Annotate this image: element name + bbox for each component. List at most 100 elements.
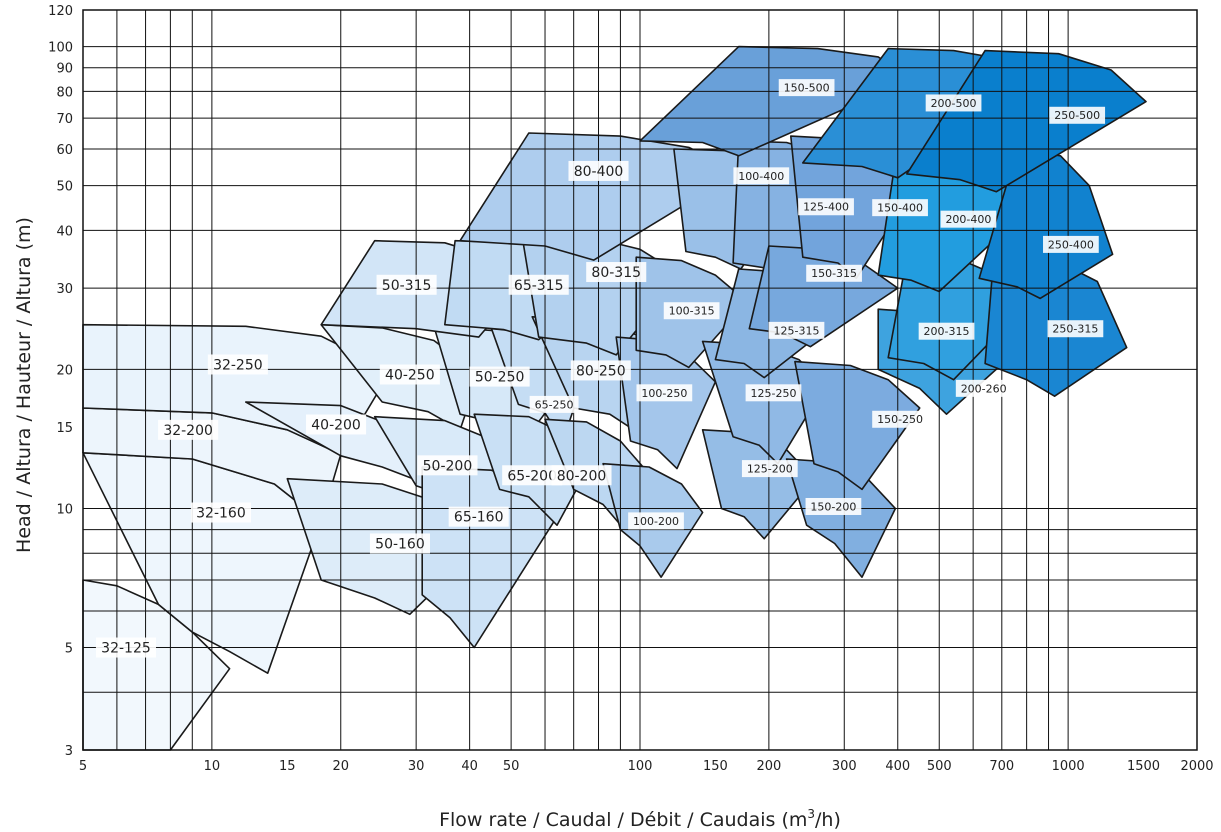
region-label-32-160: 32-160 xyxy=(196,506,246,522)
region-label-box xyxy=(872,410,928,428)
region-label-32-200: 32-200 xyxy=(163,423,213,439)
region-label-box xyxy=(806,264,862,282)
region-label-100-315: 100-315 xyxy=(669,305,715,318)
region-label-box xyxy=(207,354,268,375)
x-tick-labels: 5 10 15 20 30 40 50 100 150 200 300 400 500 700 1000 15… xyxy=(79,759,1214,774)
region-label-65-200: 65-200 xyxy=(507,468,557,484)
y-tick-label: 20 xyxy=(56,363,73,378)
x-tick-label: 20 xyxy=(332,759,349,774)
region-label-box xyxy=(95,637,157,658)
region-label-125-200: 125-200 xyxy=(747,463,793,476)
y-tick-label: 15 xyxy=(56,421,73,436)
region-label-80-200: 80-200 xyxy=(557,468,607,484)
region-label-50-315: 50-315 xyxy=(382,278,432,294)
x-tick-label: 10 xyxy=(204,759,221,774)
region-label-65-160: 65-160 xyxy=(454,510,504,526)
x-axis-title-end: /h) xyxy=(815,809,841,831)
x-tick-label: 50 xyxy=(503,759,520,774)
region-label-box xyxy=(733,167,790,185)
region-label-100-250: 100-250 xyxy=(641,387,687,400)
region-label-box xyxy=(798,198,854,216)
region-label-box xyxy=(940,210,997,228)
region-label-box xyxy=(1047,320,1104,338)
pump-regions xyxy=(82,45,1147,751)
region-label-box xyxy=(745,384,802,402)
x-axis-title: Flow rate / Caudal / Débit / Caudais (m3… xyxy=(439,807,841,831)
x-tick-label: 2000 xyxy=(1180,759,1213,774)
pump-region-250-400 xyxy=(978,148,1114,300)
region-label-box xyxy=(636,384,693,402)
region-label-100-200: 100-200 xyxy=(633,515,679,528)
region-label-box xyxy=(955,379,1012,397)
region-label-box xyxy=(306,414,367,435)
x-tick-label: 400 xyxy=(885,759,910,774)
region-label-50-200: 50-200 xyxy=(423,458,473,474)
region-label-150-500: 150-500 xyxy=(784,82,830,95)
region-label-box xyxy=(741,460,798,478)
region-label-250-500: 250-500 xyxy=(1054,109,1100,122)
region-label-40-250: 40-250 xyxy=(385,368,435,384)
y-tick-label: 40 xyxy=(56,224,73,239)
region-label-box xyxy=(768,321,825,339)
region-label-32-125: 32-125 xyxy=(101,641,151,657)
region-label-box xyxy=(570,360,631,381)
x-tick-label: 5 xyxy=(79,759,87,774)
region-label-32-250: 32-250 xyxy=(213,358,263,374)
region-label-250-315: 250-315 xyxy=(1052,323,1098,336)
pump-region-100-250 xyxy=(615,336,717,470)
y-tick-label: 100 xyxy=(48,41,73,56)
region-label-box xyxy=(376,274,437,295)
region-label-box xyxy=(872,199,928,217)
region-label-125-400: 125-400 xyxy=(803,201,849,214)
region-label-box xyxy=(469,366,530,387)
region-label-box xyxy=(551,465,612,486)
y-tick-label: 70 xyxy=(56,112,73,127)
region-label-box xyxy=(369,533,431,554)
region-label-200-400: 200-400 xyxy=(945,213,991,226)
region-label-box xyxy=(663,302,720,320)
region-label-box xyxy=(158,419,219,440)
region-label-box xyxy=(379,364,440,385)
region-label-box xyxy=(529,395,579,413)
pump-region-150-200 xyxy=(785,458,897,579)
region-label-125-315: 125-315 xyxy=(773,324,819,337)
region-label-box xyxy=(502,465,563,486)
x-tick-label: 500 xyxy=(927,759,952,774)
region-label-box xyxy=(1043,235,1099,253)
y-axis-title: Head / Altura / Hauteur / Altura (m) xyxy=(13,217,35,553)
region-label-80-400: 80-400 xyxy=(574,164,624,180)
x-tick-label: 300 xyxy=(832,759,857,774)
region-label-150-315: 150-315 xyxy=(811,267,857,280)
region-label-box xyxy=(508,274,569,295)
region-label-150-200: 150-200 xyxy=(810,500,856,513)
y-tick-label: 80 xyxy=(56,85,73,100)
region-label-250-400: 250-400 xyxy=(1048,238,1094,251)
region-label-125-250: 125-250 xyxy=(750,387,796,400)
region-label-box xyxy=(190,502,251,523)
y-tick-labels: 3 5 10 15 20 30 40 50 60 70 80 90 100 120 xyxy=(48,4,73,759)
y-tick-label: 30 xyxy=(56,282,73,297)
plot-border xyxy=(82,9,1198,751)
region-label-box xyxy=(778,79,835,97)
region-label-80-315: 80-315 xyxy=(591,265,641,281)
x-tick-label: 40 xyxy=(461,759,478,774)
x-tick-label: 1500 xyxy=(1127,759,1160,774)
x-axis-title-main: Flow rate / Caudal / Débit / Caudais (m xyxy=(439,809,807,831)
y-tick-label: 120 xyxy=(48,4,73,19)
x-tick-label: 150 xyxy=(703,759,728,774)
region-label-200-260: 200-260 xyxy=(961,382,1007,395)
region-label-box xyxy=(918,322,975,340)
region-label-150-250: 150-250 xyxy=(877,413,923,426)
region-label-box xyxy=(628,512,684,530)
region-label-40-200: 40-200 xyxy=(311,418,361,434)
region-label-box xyxy=(925,94,982,112)
region-label-80-250: 80-250 xyxy=(576,363,626,379)
pump-region-150-500 xyxy=(639,45,913,157)
region-label-box xyxy=(586,262,647,283)
x-tick-label: 1000 xyxy=(1052,759,1085,774)
region-label-50-160: 50-160 xyxy=(375,536,425,552)
x-tick-label: 30 xyxy=(408,759,425,774)
y-tick-label: 10 xyxy=(56,502,73,517)
region-label-box xyxy=(448,506,509,527)
